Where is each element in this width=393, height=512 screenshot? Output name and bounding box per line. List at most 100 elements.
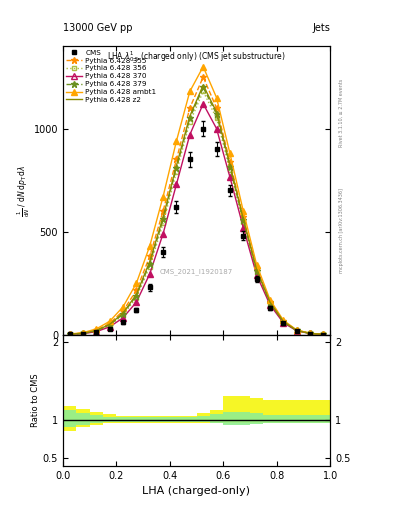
Pythia 6.428 z2 <box>174 163 179 169</box>
Pythia 6.428 z2 <box>308 330 312 336</box>
Pythia 6.428 355 <box>254 266 259 272</box>
Pythia 6.428 379 <box>187 115 192 121</box>
Pythia 6.428 z2 <box>187 113 192 119</box>
Pythia 6.428 356 <box>214 115 219 121</box>
Pythia 6.428 z2 <box>294 327 299 333</box>
Pythia 6.428 ambt1 <box>174 138 179 144</box>
Pythia 6.428 370 <box>214 125 219 132</box>
Pythia 6.428 370 <box>321 331 326 337</box>
Pythia 6.428 370 <box>147 271 152 277</box>
Pythia 6.428 379 <box>294 327 299 333</box>
Pythia 6.428 379 <box>254 268 259 274</box>
Line: Pythia 6.428 z2: Pythia 6.428 z2 <box>70 86 323 334</box>
Line: Pythia 6.428 ambt1: Pythia 6.428 ambt1 <box>67 64 326 337</box>
Pythia 6.428 356 <box>294 328 299 334</box>
Y-axis label: $\frac{1}{\mathrm{d}N}$ / $\mathrm{d}N\,\mathrm{d}p_\mathrm{T}\,\mathrm{d}\lambd: $\frac{1}{\mathrm{d}N}$ / $\mathrm{d}N\,… <box>16 164 32 217</box>
Pythia 6.428 356 <box>228 167 232 173</box>
Pythia 6.428 z2 <box>321 331 326 337</box>
Pythia 6.428 ambt1 <box>201 63 206 70</box>
Pythia 6.428 355 <box>94 327 99 333</box>
Pythia 6.428 356 <box>174 169 179 175</box>
Pythia 6.428 ambt1 <box>214 95 219 101</box>
Pythia 6.428 355 <box>134 287 139 293</box>
Pythia 6.428 356 <box>321 331 326 337</box>
Pythia 6.428 z2 <box>161 214 165 220</box>
Pythia 6.428 379 <box>161 216 165 222</box>
Pythia 6.428 356 <box>161 220 165 226</box>
Pythia 6.428 356 <box>254 269 259 275</box>
Pythia 6.428 379 <box>94 328 99 334</box>
Pythia 6.428 379 <box>321 331 326 337</box>
Pythia 6.428 370 <box>174 181 179 187</box>
Pythia 6.428 370 <box>121 315 125 321</box>
Pythia 6.428 379 <box>107 322 112 328</box>
Text: CMS_2021_I1920187: CMS_2021_I1920187 <box>160 268 233 274</box>
Pythia 6.428 z2 <box>94 328 99 334</box>
Pythia 6.428 ambt1 <box>254 262 259 268</box>
Pythia 6.428 379 <box>201 84 206 91</box>
Pythia 6.428 370 <box>308 330 312 336</box>
Pythia 6.428 z2 <box>81 330 85 336</box>
Pythia 6.428 356 <box>241 219 246 225</box>
Pythia 6.428 355 <box>81 330 85 336</box>
Pythia 6.428 z2 <box>121 310 125 316</box>
Pythia 6.428 356 <box>81 330 85 336</box>
Text: 13000 GeV pp: 13000 GeV pp <box>63 23 132 33</box>
Pythia 6.428 370 <box>228 174 232 180</box>
Pythia 6.428 356 <box>201 89 206 95</box>
Pythia 6.428 ambt1 <box>67 331 72 337</box>
Pythia 6.428 z2 <box>134 291 139 297</box>
Line: Pythia 6.428 370: Pythia 6.428 370 <box>67 101 326 337</box>
Pythia 6.428 355 <box>107 321 112 327</box>
Pythia 6.428 379 <box>281 318 286 325</box>
Y-axis label: Ratio to CMS: Ratio to CMS <box>31 374 40 427</box>
Pythia 6.428 z2 <box>214 109 219 115</box>
Pythia 6.428 ambt1 <box>321 331 326 337</box>
Pythia 6.428 370 <box>81 331 85 337</box>
Pythia 6.428 355 <box>161 208 165 214</box>
Pythia 6.428 z2 <box>281 318 286 325</box>
Text: Jets: Jets <box>312 23 330 33</box>
Pythia 6.428 355 <box>281 318 286 325</box>
Pythia 6.428 379 <box>81 330 85 336</box>
Pythia 6.428 379 <box>268 300 272 306</box>
Pythia 6.428 356 <box>308 330 312 336</box>
Pythia 6.428 ambt1 <box>308 330 312 336</box>
Pythia 6.428 ambt1 <box>121 304 125 310</box>
Pythia 6.428 z2 <box>268 299 272 305</box>
Pythia 6.428 370 <box>254 272 259 278</box>
Pythia 6.428 370 <box>94 329 99 335</box>
Pythia 6.428 370 <box>107 324 112 330</box>
Pythia 6.428 355 <box>308 330 312 336</box>
Pythia 6.428 356 <box>121 312 125 318</box>
Pythia 6.428 z2 <box>107 322 112 328</box>
Pythia 6.428 ambt1 <box>294 327 299 333</box>
Pythia 6.428 356 <box>268 301 272 307</box>
Pythia 6.428 379 <box>214 111 219 117</box>
Pythia 6.428 355 <box>241 214 246 220</box>
Pythia 6.428 z2 <box>241 216 246 222</box>
Pythia 6.428 370 <box>268 302 272 308</box>
Pythia 6.428 z2 <box>254 267 259 273</box>
Pythia 6.428 370 <box>67 331 72 337</box>
Pythia 6.428 370 <box>294 328 299 334</box>
Pythia 6.428 ambt1 <box>241 208 246 214</box>
Pythia 6.428 355 <box>187 105 192 111</box>
Legend: CMS, Pythia 6.428 355, Pythia 6.428 356, Pythia 6.428 370, Pythia 6.428 379, Pyt: CMS, Pythia 6.428 355, Pythia 6.428 356,… <box>65 48 158 104</box>
Pythia 6.428 ambt1 <box>161 194 165 200</box>
Line: Pythia 6.428 356: Pythia 6.428 356 <box>67 89 326 337</box>
Pythia 6.428 z2 <box>228 162 232 168</box>
Pythia 6.428 355 <box>321 331 326 337</box>
Pythia 6.428 z2 <box>147 259 152 265</box>
Pythia 6.428 ambt1 <box>281 317 286 324</box>
Pythia 6.428 355 <box>294 327 299 333</box>
Pythia 6.428 356 <box>67 331 72 337</box>
Pythia 6.428 356 <box>147 264 152 270</box>
Pythia 6.428 ambt1 <box>94 326 99 332</box>
Pythia 6.428 379 <box>67 331 72 337</box>
Pythia 6.428 z2 <box>67 331 72 337</box>
Pythia 6.428 355 <box>67 331 72 337</box>
Pythia 6.428 355 <box>214 105 219 111</box>
Pythia 6.428 356 <box>94 328 99 334</box>
Pythia 6.428 355 <box>174 156 179 162</box>
